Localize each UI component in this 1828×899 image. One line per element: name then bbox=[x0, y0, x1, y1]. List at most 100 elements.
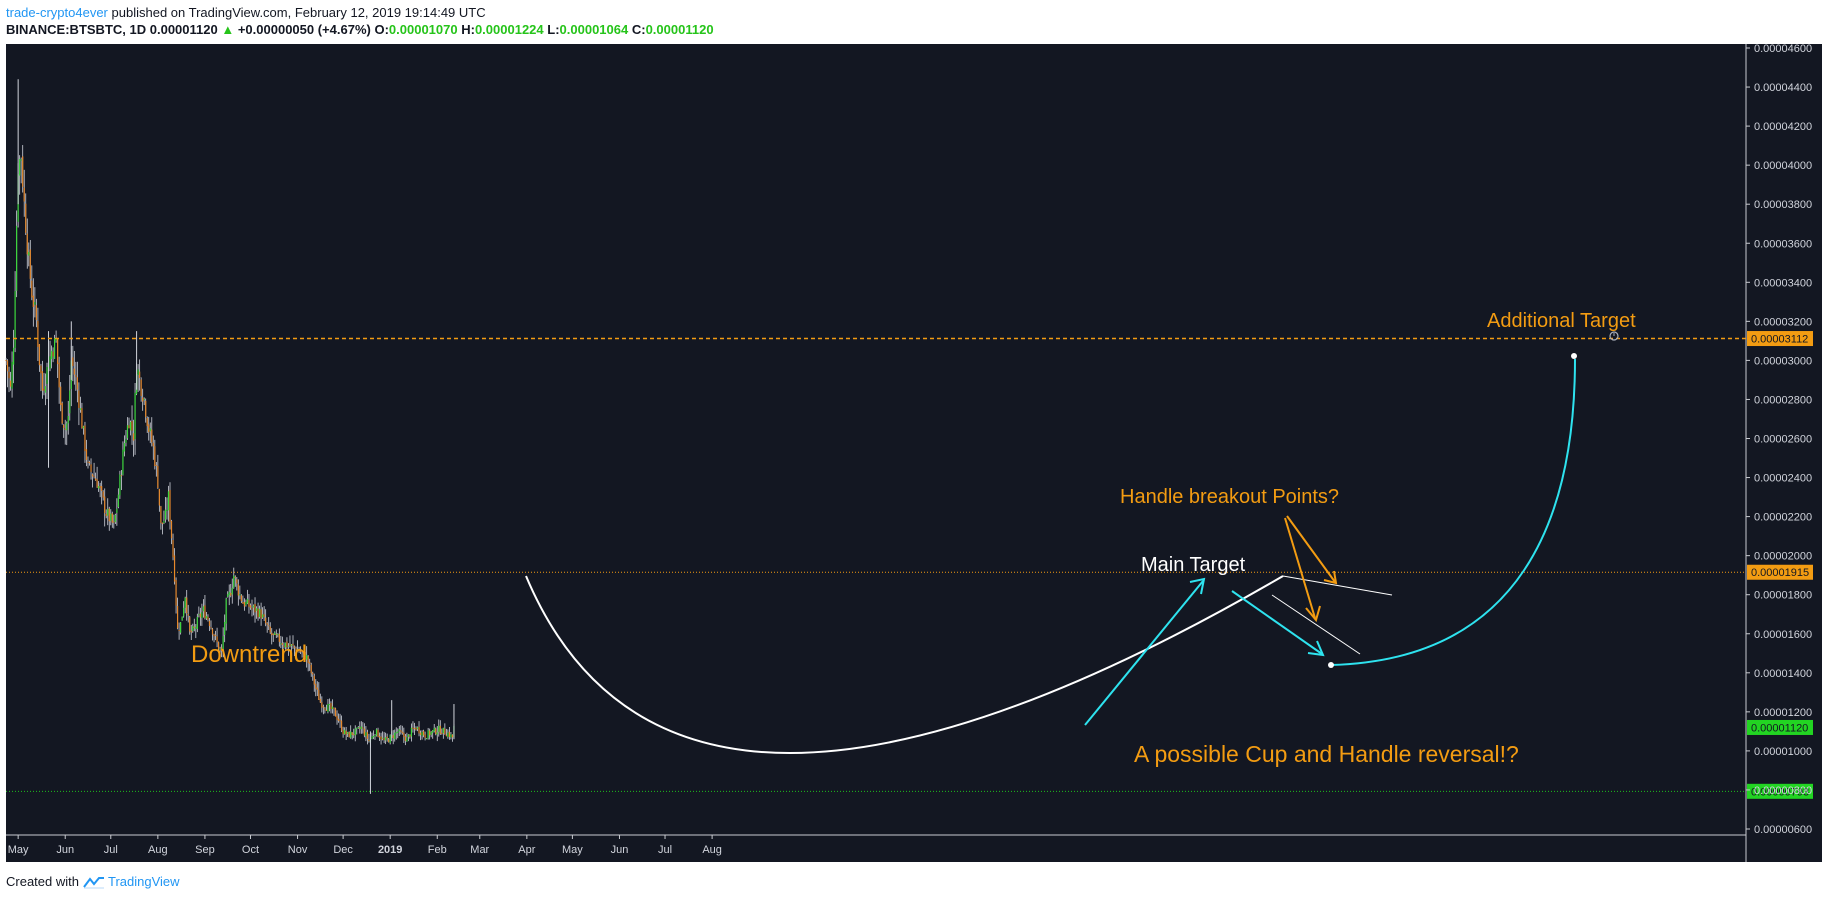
candle bbox=[315, 679, 317, 697]
price-tick-label: 0.00002200 bbox=[1754, 512, 1812, 524]
candle bbox=[413, 722, 416, 736]
price-tick-label: 0.00003400 bbox=[1754, 277, 1812, 289]
price-line-badge bbox=[1747, 331, 1813, 347]
candle bbox=[388, 738, 390, 743]
candle bbox=[199, 607, 201, 626]
candle bbox=[227, 591, 229, 598]
candle bbox=[219, 646, 221, 657]
candle bbox=[325, 704, 328, 711]
orange-arrows-handle bbox=[1284, 515, 1338, 623]
candle bbox=[88, 460, 91, 466]
candle bbox=[287, 643, 290, 656]
symbol-label: BINANCE:BTSBTC, 1D bbox=[6, 22, 147, 37]
time-tick-label: Jun bbox=[611, 844, 629, 856]
footer: Created with TradingView bbox=[6, 872, 180, 892]
candle bbox=[395, 727, 397, 740]
candle bbox=[427, 727, 429, 740]
candle bbox=[348, 731, 350, 738]
time-tick-label: Oct bbox=[242, 844, 259, 856]
candle bbox=[266, 622, 268, 633]
tradingview-link[interactable]: TradingView bbox=[108, 874, 180, 889]
alert-clock-icon[interactable] bbox=[1609, 331, 1619, 341]
candle bbox=[246, 589, 249, 605]
time-tick-label: Sep bbox=[195, 844, 215, 856]
candle bbox=[8, 366, 10, 393]
candle bbox=[158, 488, 160, 512]
candle bbox=[316, 681, 318, 696]
candle bbox=[75, 361, 77, 391]
candle bbox=[284, 642, 287, 650]
handle-line-lower bbox=[1271, 594, 1361, 655]
candle bbox=[155, 462, 157, 477]
last-price: 0.00001120 bbox=[149, 22, 218, 37]
candle bbox=[26, 218, 28, 269]
candle bbox=[154, 439, 156, 470]
candle bbox=[82, 425, 85, 435]
candle bbox=[148, 416, 150, 441]
candle bbox=[111, 511, 113, 528]
candle bbox=[142, 388, 144, 411]
candle bbox=[28, 242, 30, 267]
price-lines-layer: 0.00003112 0.00001915 0.00000793 0.00001120 bbox=[6, 331, 1813, 799]
candle bbox=[296, 640, 299, 651]
candle bbox=[433, 724, 435, 733]
candle bbox=[234, 575, 236, 587]
price-line-label: 0.00001915 bbox=[1751, 567, 1809, 579]
candle bbox=[94, 472, 97, 481]
candle bbox=[385, 732, 387, 745]
candle bbox=[321, 696, 323, 713]
cup-curve bbox=[525, 575, 1284, 754]
candle bbox=[122, 441, 124, 476]
candle bbox=[72, 345, 74, 382]
candle bbox=[432, 730, 434, 739]
price-tick-label: 0.00001400 bbox=[1754, 668, 1812, 680]
candle bbox=[375, 728, 378, 737]
candle bbox=[450, 731, 452, 740]
candle bbox=[381, 731, 384, 741]
candle bbox=[275, 629, 277, 638]
candle bbox=[365, 726, 367, 742]
candle bbox=[91, 473, 94, 488]
candle bbox=[435, 727, 437, 736]
candle bbox=[277, 633, 279, 638]
price-tick-label: 0.00001200 bbox=[1754, 707, 1812, 719]
candle bbox=[186, 589, 188, 621]
candle bbox=[281, 636, 283, 651]
price-change: +0.00000050 (+4.67%) bbox=[237, 22, 371, 37]
candle bbox=[372, 730, 375, 740]
open-value: 0.00001070 bbox=[388, 22, 458, 37]
candle bbox=[102, 490, 104, 501]
candle bbox=[421, 730, 423, 740]
time-axis-panel[interactable] bbox=[6, 835, 1746, 862]
candle bbox=[195, 624, 197, 639]
candle bbox=[60, 382, 62, 412]
time-tick-label: Nov bbox=[288, 844, 308, 856]
time-tick-label: Feb bbox=[428, 844, 447, 856]
candle bbox=[239, 585, 241, 600]
low-label: L: bbox=[547, 22, 560, 37]
candle bbox=[163, 510, 165, 525]
candle bbox=[289, 635, 291, 648]
candle bbox=[140, 377, 142, 402]
price-tick-label: 0.00002000 bbox=[1754, 551, 1812, 563]
candle bbox=[262, 607, 264, 619]
candle bbox=[445, 728, 447, 737]
price-tick-label: 0.00003800 bbox=[1754, 199, 1812, 211]
candle bbox=[19, 155, 21, 195]
candle bbox=[16, 210, 18, 298]
candle bbox=[392, 730, 394, 745]
candle bbox=[274, 631, 276, 636]
candle bbox=[371, 732, 373, 740]
candle bbox=[312, 671, 314, 681]
candle bbox=[131, 405, 133, 445]
candle bbox=[90, 458, 92, 480]
author-link[interactable]: trade-crypto4ever bbox=[6, 5, 108, 20]
high-value: 0.00001224 bbox=[474, 22, 544, 37]
price-tick-label: 0.00002400 bbox=[1754, 473, 1812, 485]
candle bbox=[251, 599, 253, 617]
plot-area[interactable] bbox=[6, 44, 1746, 835]
candle bbox=[356, 727, 358, 735]
candle bbox=[222, 627, 224, 658]
candle bbox=[129, 420, 132, 436]
